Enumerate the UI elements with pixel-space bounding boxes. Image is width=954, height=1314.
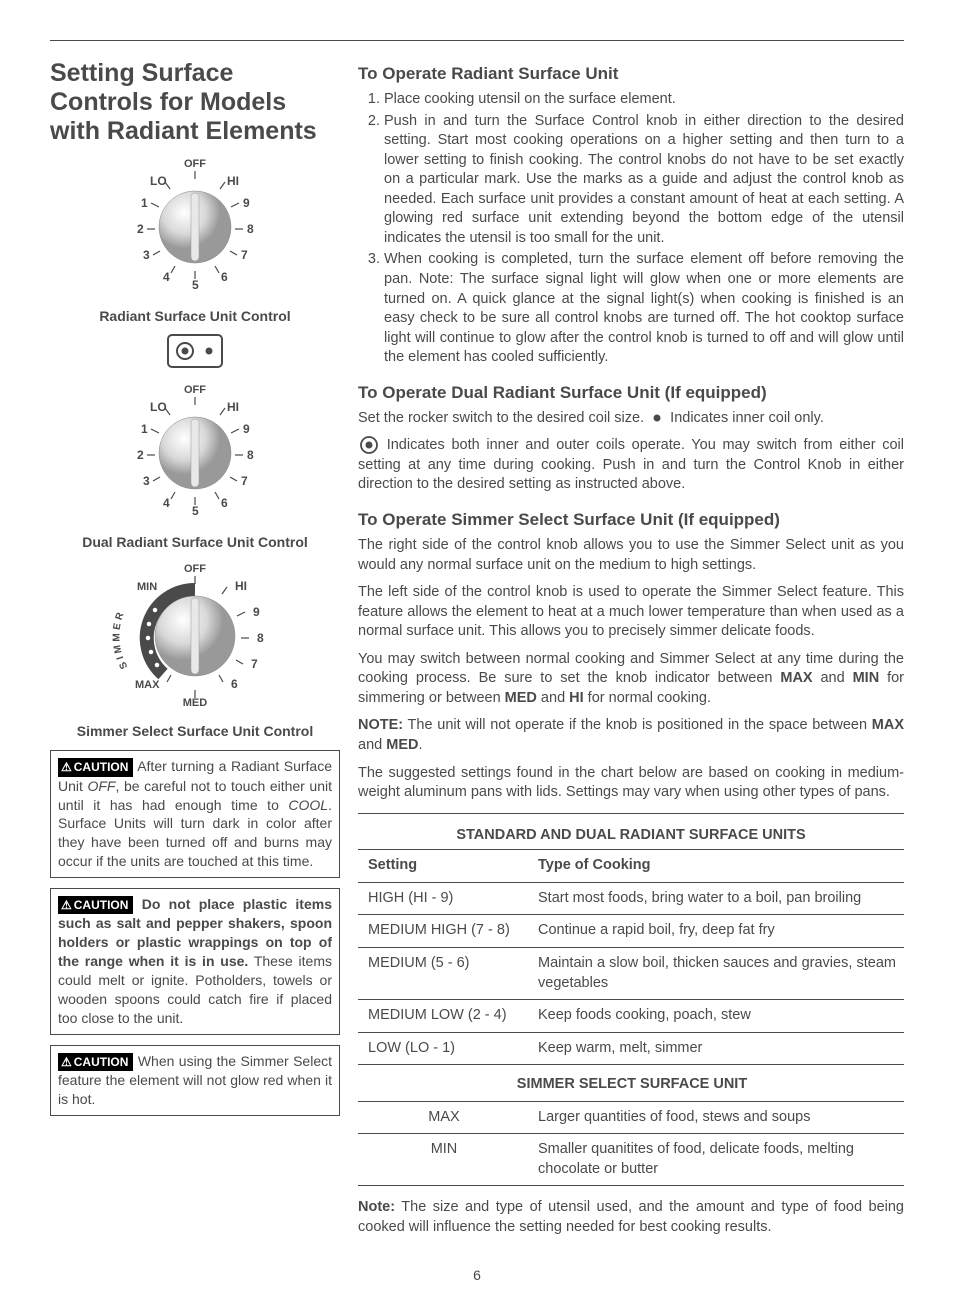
knob-radiant-unit: OFF LO HI 1 9 2 8 3 7 4 6 5	[50, 155, 340, 326]
table-row: MAXLarger quantities of food, stews and …	[358, 1101, 904, 1134]
caution-badge-icon: ⚠CAUTION	[58, 758, 133, 776]
inner-coil-icon	[650, 411, 664, 425]
knob1-caption: Radiant Surface Unit Control	[50, 307, 340, 326]
caution-box-2: ⚠CAUTION Do not place plastic items such…	[50, 888, 340, 1035]
svg-text:MED: MED	[183, 697, 208, 709]
dual-p2: Indicates both inner and outer coils ope…	[358, 436, 904, 495]
svg-text:3: 3	[143, 474, 150, 488]
sim-p2: The left side of the control knob is use…	[358, 583, 904, 642]
svg-text:8: 8	[257, 631, 264, 645]
knob3-caption: Simmer Select Surface Unit Control	[50, 722, 340, 741]
settings-table: STANDARD AND DUAL RADIANT SURFACE UNITS …	[358, 822, 904, 1187]
right-column: To Operate Radiant Surface Unit Place co…	[358, 59, 904, 1238]
svg-text:7: 7	[251, 657, 258, 671]
svg-text:4: 4	[163, 496, 170, 510]
step-3: When cooking is completed, turn the surf…	[384, 250, 904, 367]
svg-text:5: 5	[192, 504, 199, 518]
col-type: Type of Cooking	[528, 850, 904, 883]
outer-coil-icon	[360, 436, 378, 454]
svg-text:LO: LO	[150, 400, 167, 414]
step-1: Place cooking utensil on the surface ele…	[384, 90, 904, 110]
knob-simmer-unit: OFF MIN HI 9 8 7 6 MAX MED SIMMER	[50, 560, 340, 741]
svg-text:HI: HI	[235, 579, 247, 593]
svg-text:7: 7	[241, 474, 248, 488]
svg-text:6: 6	[231, 677, 238, 691]
heading-operate-dual: To Operate Dual Radiant Surface Unit (If…	[358, 382, 904, 405]
svg-text:2: 2	[137, 448, 144, 462]
svg-text:8: 8	[247, 448, 254, 462]
svg-text:MIN: MIN	[137, 581, 157, 593]
knob1-svg: OFF LO HI 1 9 2 8 3 7 4 6 5	[115, 155, 275, 305]
rocker-svg	[167, 334, 223, 368]
svg-text:6: 6	[221, 270, 228, 284]
svg-text:4: 4	[163, 270, 170, 284]
table-row: MEDIUM HIGH (7 - 8)Continue a rapid boil…	[358, 915, 904, 948]
sim-p1: The right side of the control knob allow…	[358, 536, 904, 575]
sim-note: NOTE: The unit will not operate if the k…	[358, 716, 904, 755]
svg-text:LO: LO	[150, 174, 167, 188]
svg-text:6: 6	[221, 496, 228, 510]
svg-text:8: 8	[247, 222, 254, 236]
caution-badge-icon: ⚠CAUTION	[58, 1053, 133, 1071]
sim-p4: The suggested settings found in the char…	[358, 764, 904, 803]
top-rule	[50, 40, 904, 41]
svg-text:SIMMER: SIMMER	[111, 608, 130, 670]
table-top-rule	[358, 813, 904, 814]
table-row: MEDIUM (5 - 6)Maintain a slow boil, thic…	[358, 947, 904, 999]
dual-p1: Set the rocker switch to the desired coi…	[358, 409, 904, 429]
step-2: Push in and turn the Surface Control kno…	[384, 112, 904, 249]
heading-operate-simmer: To Operate Simmer Select Surface Unit (I…	[358, 509, 904, 532]
svg-text:9: 9	[243, 196, 250, 210]
page-number: 6	[50, 1266, 904, 1285]
caution-box-3: ⚠CAUTION When using the Simmer Select fe…	[50, 1045, 340, 1116]
svg-text:OFF: OFF	[184, 384, 206, 396]
two-column-layout: Setting Surface Controls for Models with…	[50, 59, 904, 1238]
knob3-svg: OFF MIN HI 9 8 7 6 MAX MED SIMMER	[95, 560, 295, 720]
svg-text:1: 1	[141, 196, 148, 210]
knob2-caption: Dual Radiant Surface Unit Control	[50, 533, 340, 552]
heading-operate-radiant: To Operate Radiant Surface Unit	[358, 63, 904, 86]
table-row: HIGH (HI - 9)Start most foods, bring wat…	[358, 882, 904, 915]
table-group1: STANDARD AND DUAL RADIANT SURFACE UNITS	[358, 822, 904, 850]
svg-text:MAX: MAX	[135, 679, 160, 691]
svg-text:1: 1	[141, 422, 148, 436]
svg-text:OFF: OFF	[184, 563, 206, 575]
rocker-switch-icon	[50, 334, 340, 375]
svg-text:5: 5	[192, 278, 199, 292]
col-setting: Setting	[358, 850, 528, 883]
table-row: MINSmaller quanitites of food, delicate …	[358, 1134, 904, 1186]
caution-box-1: ⚠CAUTION After turning a Radiant Surface…	[50, 750, 340, 878]
steps-list: Place cooking utensil on the surface ele…	[358, 90, 904, 368]
svg-text:3: 3	[143, 248, 150, 262]
main-title: Setting Surface Controls for Models with…	[50, 59, 340, 145]
svg-text:9: 9	[253, 605, 260, 619]
svg-text:7: 7	[241, 248, 248, 262]
knob1-off: OFF	[184, 158, 206, 170]
caution-badge-icon: ⚠CAUTION	[58, 896, 133, 914]
sim-p3: You may switch between normal cooking an…	[358, 650, 904, 709]
table-group2: SIMMER SELECT SURFACE UNIT	[358, 1065, 904, 1102]
svg-text:9: 9	[243, 422, 250, 436]
svg-text:2: 2	[137, 222, 144, 236]
knob-dual-unit: OFF LO HI 1 9 2 8 3 7 4 6 5	[50, 381, 340, 552]
left-column: Setting Surface Controls for Models with…	[50, 59, 340, 1238]
svg-text:HI: HI	[227, 400, 239, 414]
table-row: MEDIUM LOW (2 - 4)Keep foods cooking, po…	[358, 1000, 904, 1033]
knob2-svg: OFF LO HI 1 9 2 8 3 7 4 6 5	[115, 381, 275, 531]
footer-note: Note: The size and type of utensil used,…	[358, 1198, 904, 1237]
table-row: LOW (LO - 1)Keep warm, melt, simmer	[358, 1032, 904, 1065]
svg-text:HI: HI	[227, 174, 239, 188]
